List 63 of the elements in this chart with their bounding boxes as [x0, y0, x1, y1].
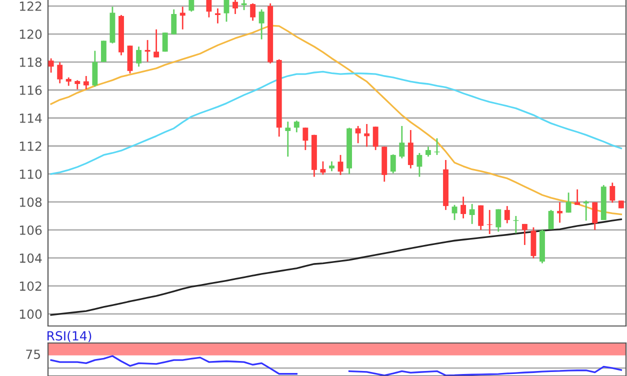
candlestick: [610, 182, 616, 204]
y-tick-label: 106: [20, 225, 42, 235]
candlestick: [522, 223, 528, 246]
line-series: [50, 70, 622, 175]
candlestick: [171, 8, 177, 35]
y-tick-label: 122: [20, 1, 42, 11]
candlestick: [302, 126, 308, 151]
candlestick: [504, 205, 510, 224]
candlestick: [188, 0, 194, 12]
candlestick: [180, 6, 186, 30]
candlestick: [100, 40, 106, 63]
candlestick: [250, 2, 256, 22]
candlestick: [408, 129, 414, 170]
candlestick: [329, 160, 334, 172]
candlestick: [154, 28, 160, 58]
candlestick: [83, 75, 89, 90]
candlestick: [232, 0, 238, 15]
candlestick: [206, 0, 212, 18]
candlestick: [372, 126, 378, 151]
candlestick: [478, 204, 484, 231]
candlestick: [48, 58, 54, 74]
candlestick: [338, 154, 344, 176]
candlestick: [574, 188, 580, 206]
y-tick-label: 104: [20, 253, 42, 263]
candlestick: [486, 209, 492, 235]
candlestick: [513, 215, 519, 234]
y-tick-label: 114: [20, 114, 42, 123]
candlestick: [566, 192, 572, 214]
y-tick-label: 118: [20, 57, 42, 67]
candlestick: [452, 204, 458, 221]
y-tick-label: 120: [20, 29, 42, 39]
candlestick: [416, 152, 422, 178]
candlestick: [364, 123, 370, 148]
candlestick: [285, 120, 291, 158]
candlestick: [258, 8, 264, 40]
y-tick-label: 112: [20, 141, 42, 151]
candlestick: [294, 120, 300, 133]
candlestick: [74, 80, 80, 90]
candlestick: [399, 125, 405, 160]
candlestick: [224, 0, 230, 22]
candlestick: [557, 202, 562, 224]
y-tick-label: 108: [20, 197, 42, 207]
candlestick: [434, 138, 440, 156]
candlestick: [57, 62, 63, 84]
candlestick: [496, 208, 502, 232]
y-tick-label: 110: [20, 169, 42, 179]
candlestick: [136, 46, 142, 68]
candlestick: [92, 50, 98, 88]
candlestick: [583, 200, 589, 222]
y-tick-label: 102: [20, 281, 42, 291]
text: 75: [26, 350, 40, 360]
candlestick: [460, 196, 466, 220]
candlestick: [426, 146, 431, 158]
candlestick: [390, 154, 396, 174]
candlestick: [320, 160, 326, 176]
candlestick: [162, 32, 168, 52]
y-tick-label: 116: [20, 85, 42, 95]
candlestick: [469, 203, 475, 225]
chart-title: RSI(14): [47, 330, 92, 342]
y-tick-label: 100: [20, 309, 42, 319]
candlestick: [592, 202, 598, 231]
candlestick: [355, 125, 361, 144]
candlestick: [548, 209, 554, 230]
